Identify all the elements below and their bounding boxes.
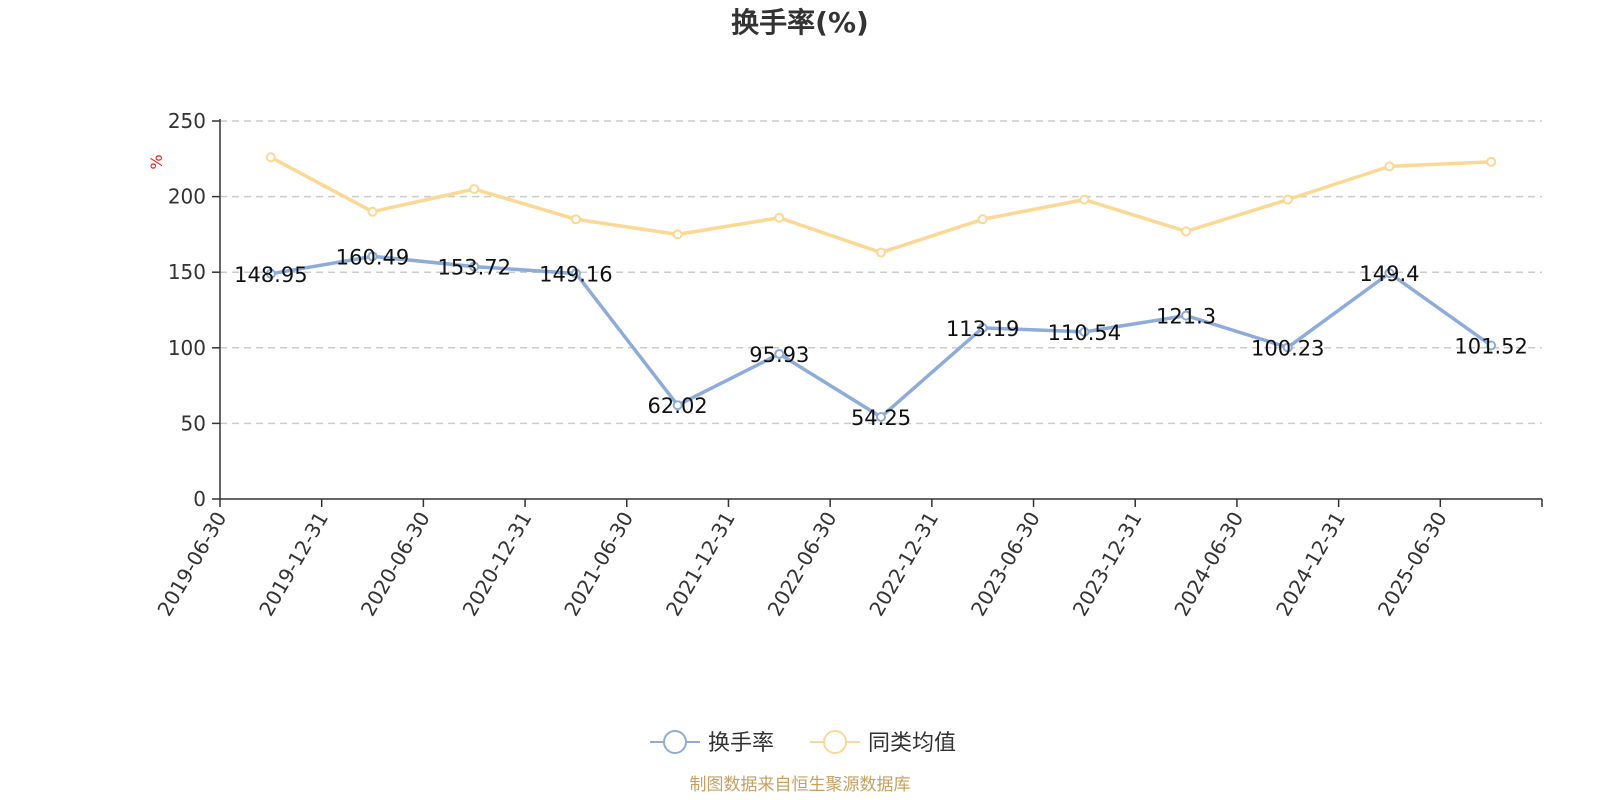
data-point	[367, 206, 378, 217]
x-tick-label: 2022-12-31	[864, 508, 943, 621]
x-tick-label: 2022-06-30	[763, 508, 842, 621]
data-label: 153.72	[437, 256, 510, 280]
data-point	[570, 214, 581, 225]
legend-marker	[663, 730, 687, 754]
y-tick-label: 50	[181, 411, 206, 435]
data-label: 160.49	[336, 245, 409, 269]
x-tick-label: 2019-06-30	[152, 508, 231, 621]
legend-item[interactable]: 换手率	[650, 730, 774, 756]
x-tick-label: 2024-12-31	[1271, 508, 1350, 621]
data-label: 62.02	[648, 394, 708, 418]
source-note: 制图数据来自恒生聚源数据库	[690, 775, 911, 795]
x-tick-label: 2025-06-30	[1373, 508, 1452, 621]
y-tick-labels: 0 50 100 150 200 250	[168, 109, 206, 511]
data-point	[1282, 194, 1293, 205]
data-point	[1486, 156, 1497, 167]
data-label: 149.4	[1359, 262, 1419, 286]
data-point	[265, 268, 276, 279]
data-label: 95.93	[749, 343, 809, 367]
series-points	[265, 152, 1497, 422]
data-point	[876, 411, 886, 422]
axes	[212, 119, 1543, 507]
data-label: 149.16	[539, 262, 612, 286]
x-tick-label: 2020-12-31	[458, 508, 537, 621]
x-tick-label: 2024-06-30	[1169, 508, 1248, 621]
legend-label: 换手率	[708, 731, 774, 756]
x-tick-label: 2020-06-30	[356, 508, 435, 621]
data-point	[774, 348, 785, 359]
data-point	[774, 212, 785, 223]
data-point	[1079, 326, 1090, 337]
series-line-1	[269, 155, 1493, 255]
data-label: 121.3	[1156, 305, 1216, 329]
y-tick-label: 150	[168, 260, 206, 284]
data-point	[977, 214, 988, 225]
x-tick-labels: 2019-06-30 2019-12-31 2020-06-30 2020-12-31…	[152, 508, 1451, 621]
data-point	[1384, 161, 1395, 172]
data-label: 100.23	[1251, 336, 1324, 360]
legend-label: 同类均值	[868, 731, 956, 756]
y-tick-label: 200	[168, 185, 206, 209]
data-point	[265, 152, 276, 163]
data-point	[570, 268, 581, 279]
data-point	[672, 229, 683, 240]
data-point	[672, 400, 683, 411]
x-tick-label: 2021-12-31	[661, 508, 740, 621]
x-tick-label: 2023-06-30	[966, 508, 1045, 621]
legend[interactable]: 换手率 同类均值	[650, 730, 956, 756]
data-labels: 148.95 160.49 153.72 149.16 62.02 95.93 54.25 1…	[234, 245, 1528, 430]
x-tick-label: 2019-12-31	[254, 508, 333, 621]
grid-lines	[220, 120, 1542, 425]
data-point	[469, 261, 480, 272]
data-point	[1181, 310, 1192, 321]
data-label: 54.25	[851, 406, 911, 430]
data-point	[876, 247, 886, 258]
chart-title: 换手率(%)	[731, 6, 869, 39]
data-label: 148.95	[234, 263, 307, 287]
legend-marker	[823, 730, 847, 754]
legend-item[interactable]: 同类均值	[810, 730, 956, 756]
data-label: 101.52	[1454, 335, 1527, 359]
y-tick-label: 0	[193, 487, 206, 511]
y-tick-label: 250	[168, 109, 206, 133]
data-label: 110.54	[1048, 321, 1121, 345]
data-point	[1181, 226, 1192, 237]
data-point	[1384, 268, 1395, 279]
data-point	[367, 251, 378, 262]
x-tick-label: 2023-12-31	[1068, 508, 1147, 621]
data-point	[1486, 340, 1497, 351]
data-label: 113.19	[946, 317, 1019, 341]
data-point	[977, 322, 988, 333]
data-point	[1079, 194, 1090, 205]
y-tick-label: 100	[168, 336, 206, 360]
data-point	[1282, 342, 1293, 353]
x-tick-label: 2021-06-30	[559, 508, 638, 621]
y-axis-label: %	[147, 154, 166, 169]
data-point	[469, 184, 480, 195]
